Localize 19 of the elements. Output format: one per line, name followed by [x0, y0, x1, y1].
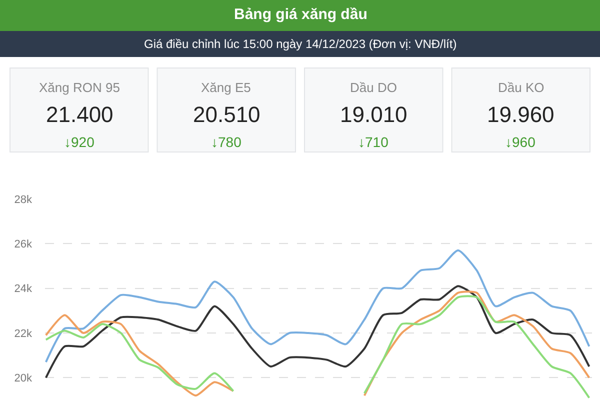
- data-label: ↓960: [505, 134, 536, 150]
- y-tick-label: 24k: [14, 283, 32, 296]
- y-tick-label: 22k: [14, 328, 32, 340]
- y-tick-label: 28k: [14, 194, 32, 206]
- category-label: Xăng RON 95: [39, 80, 120, 95]
- category-label: Xăng E5: [201, 80, 251, 95]
- text: Bảng giá xăng dầu: [234, 6, 368, 23]
- data-label: ↓780: [211, 134, 242, 150]
- data-label: ↓710: [358, 134, 389, 150]
- data-label: 21.400: [46, 102, 114, 127]
- data-label: 20.510: [193, 102, 260, 127]
- data-label: ↓920: [64, 134, 95, 150]
- text: Giá điều chỉnh lúc 15:00 ngày 14/12/2023 (Đơn vị: VNĐ/lít): [144, 37, 457, 51]
- data-label: 19.010: [340, 102, 408, 127]
- category-label: Dầu KO: [498, 80, 544, 95]
- data-label: 19.960: [487, 102, 554, 127]
- category-label: Dầu DO: [350, 80, 397, 95]
- y-tick-label: 20k: [14, 372, 32, 385]
- y-tick-label: 26k: [14, 238, 32, 251]
